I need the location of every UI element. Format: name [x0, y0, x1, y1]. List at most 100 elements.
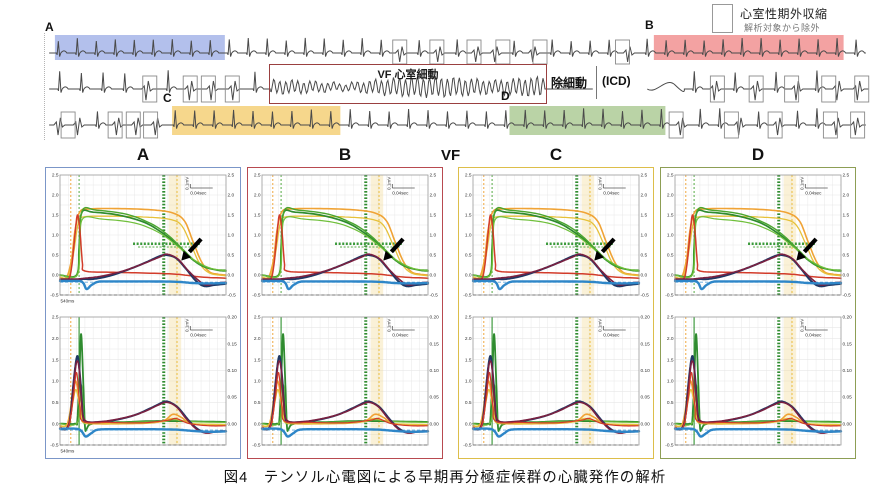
pvc-exclusion-box	[822, 111, 838, 139]
y-tick-left: 2.0	[667, 193, 674, 199]
panel-title-D: D	[751, 145, 765, 164]
y-tick-left: 1.5	[667, 213, 674, 219]
y-tick-left: 0.0	[254, 421, 261, 427]
y-tick-right: 0.05	[843, 395, 853, 401]
y-tick-right: 0.20	[228, 315, 238, 321]
y-tick-left: 0.0	[465, 421, 472, 427]
ecg-label-c: C	[163, 91, 172, 105]
pvc-exclusion-box	[821, 75, 837, 103]
y-tick-right: 2.0	[641, 193, 648, 199]
ecg-axis-ticks	[44, 33, 45, 140]
series-maroon-t-bump	[59, 253, 227, 286]
series-red-spike	[674, 214, 842, 281]
y-tick-left: 2.5	[52, 173, 59, 179]
y-tick-left: 2.0	[52, 193, 59, 199]
series-green-ap-3	[261, 216, 429, 279]
y-tick-left: 2.0	[465, 336, 472, 342]
pvc-exclusion-box	[60, 111, 76, 139]
y-tick-right: 1.0	[430, 233, 437, 239]
y-tick-left: 1.0	[465, 233, 472, 239]
pvc-exclusion-box	[854, 75, 870, 103]
annotation-arrowhead	[796, 250, 807, 261]
series-blue-baseline	[471, 427, 641, 438]
y-tick-right: 0.20	[641, 315, 651, 321]
marker-band	[168, 175, 182, 295]
y-tick-right: 0.5	[430, 253, 437, 259]
scalebar-sec-label: 0.04sec	[603, 191, 620, 196]
ecg-trace-row-2	[49, 70, 870, 103]
series-red-spike	[472, 214, 640, 281]
y-tick-right: 0.20	[430, 315, 440, 321]
y-tick-left: 1.5	[52, 213, 59, 219]
y-tick-left: 0.0	[465, 273, 472, 279]
y-tick-left: 1.0	[52, 379, 59, 385]
defib-divider-line	[596, 66, 597, 99]
y-tick-left: 0.5	[667, 400, 674, 406]
y-tick-right: 1.0	[843, 233, 850, 239]
y-tick-right: 1.5	[228, 213, 235, 219]
y-tick-left: -0.5	[252, 293, 261, 299]
icd-label: (ICD)	[602, 74, 631, 88]
scalebar-sec-label: 0.04sec	[190, 191, 207, 196]
ecg-waveform	[49, 108, 866, 136]
pvc-box-icon	[712, 4, 733, 33]
y-tick-left: -0.5	[665, 443, 674, 449]
y-tick-left: 1.0	[254, 379, 261, 385]
y-tick-left: -0.5	[50, 293, 59, 299]
marker-band	[370, 175, 384, 295]
y-tick-right: 0.5	[228, 253, 235, 259]
y-tick-left: 2.5	[254, 173, 261, 179]
ecg-highlight-C	[172, 106, 341, 135]
series-maroon-wave	[261, 360, 429, 434]
y-tick-right: 0.10	[641, 368, 651, 374]
panel-title-A: A	[136, 145, 150, 164]
series-blue-baseline	[673, 279, 843, 291]
y-tick-left: 1.0	[465, 379, 472, 385]
series-red-wave	[472, 371, 640, 430]
marker-band	[581, 317, 595, 445]
pvc-exclusion-box	[107, 111, 123, 139]
y-tick-left: 0.5	[465, 400, 472, 406]
scalebar-mv-label: 0.1mV	[598, 318, 603, 332]
marker-band	[783, 317, 797, 445]
pvc-exclusion-box	[767, 111, 783, 139]
y-tick-left: 1.0	[667, 379, 674, 385]
y-tick-right: 0.20	[843, 315, 853, 321]
vf-region-label: VF 心室細動	[377, 69, 439, 81]
y-tick-left: 2.0	[254, 336, 261, 342]
pvc-exclusion-box	[200, 75, 216, 103]
y-tick-left: 0.0	[667, 421, 674, 427]
y-tick-left: 1.5	[254, 213, 261, 219]
series-red-wave	[261, 371, 429, 430]
corner-time-label: 540ms	[61, 299, 75, 304]
ecg-label-a: A	[45, 20, 54, 34]
y-tick-left: 2.5	[465, 315, 472, 321]
annotation-arrow	[802, 237, 818, 254]
pvc-exclusion-box	[784, 75, 800, 103]
series-maroon-t-bump	[472, 253, 640, 286]
y-tick-right: 1.0	[228, 233, 235, 239]
marker-band	[581, 175, 595, 295]
y-tick-right: 1.0	[641, 233, 648, 239]
y-tick-right: 0.00	[641, 421, 651, 427]
scalebar-mv-label: 0.1mV	[185, 318, 190, 332]
y-tick-right: -0.5	[843, 293, 852, 299]
y-tick-left: 1.5	[52, 357, 59, 363]
figure-caption: 図4 テンソル心電図による早期再分極症候群の心臓発作の解析	[223, 470, 667, 486]
y-tick-left: 1.5	[465, 213, 472, 219]
pvc-exclusion-box	[143, 111, 159, 139]
y-tick-right: 0.00	[843, 421, 853, 427]
scalebar-mv-label: 0.1mV	[185, 176, 190, 190]
series-maroon-wave	[59, 360, 227, 434]
scalebar-sec-label: 0.04sec	[392, 191, 409, 196]
pvc-exclusion-box	[748, 75, 764, 103]
series-blue-baseline	[471, 279, 641, 291]
y-tick-right: 1.5	[641, 213, 648, 219]
scalebar-sec-label: 0.04sec	[805, 333, 822, 338]
ecg-trace-row-1	[49, 35, 866, 65]
y-tick-right: 0.00	[430, 421, 440, 427]
y-tick-right: 0.10	[843, 368, 853, 374]
